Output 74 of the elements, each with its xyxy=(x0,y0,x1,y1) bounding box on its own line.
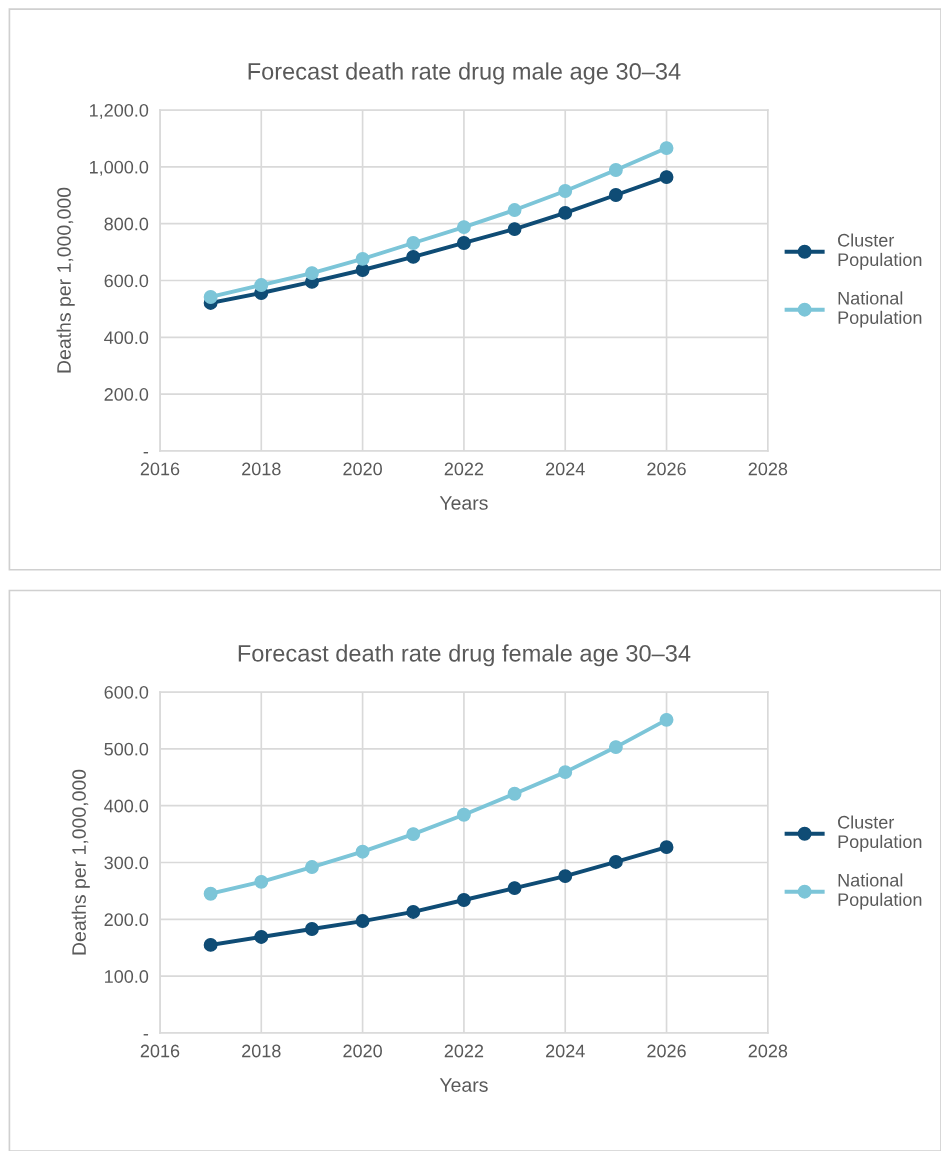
point xyxy=(558,184,573,198)
y-tick-label: 600.0 xyxy=(104,274,149,288)
point xyxy=(203,937,218,952)
point xyxy=(608,163,623,177)
x-axis-title: Years xyxy=(439,496,488,510)
x-tick-label: 2024 xyxy=(546,1044,585,1058)
y-tick-label: 200.0 xyxy=(104,388,149,401)
point xyxy=(456,807,471,822)
y-tick-label: - xyxy=(143,1034,149,1036)
y-tick-label: 400.0 xyxy=(104,331,149,345)
point xyxy=(355,844,370,859)
x-tick-label: 2026 xyxy=(647,462,686,476)
point xyxy=(304,266,319,281)
y-tick-label: 1,000.0 xyxy=(90,160,149,176)
point xyxy=(254,874,269,889)
y-tick-label: 200.0 xyxy=(104,913,149,927)
point xyxy=(456,220,471,235)
point xyxy=(456,893,471,907)
point xyxy=(254,930,269,944)
point xyxy=(608,740,623,755)
point xyxy=(558,205,573,220)
x-tick-label: 2020 xyxy=(343,462,382,476)
point xyxy=(659,712,674,727)
x-tick-label: 2024 xyxy=(546,462,585,476)
point xyxy=(507,786,522,801)
y-tick-label: 800.0 xyxy=(104,217,149,231)
x-tick-label: 2028 xyxy=(748,462,788,476)
point xyxy=(406,236,421,250)
y-tick-label: 300.0 xyxy=(104,856,149,870)
point xyxy=(355,251,370,266)
point xyxy=(507,222,522,237)
point xyxy=(659,840,674,855)
point xyxy=(406,905,421,919)
point xyxy=(456,236,471,250)
y-tick-label: 600.0 xyxy=(104,685,149,699)
legend-label: National Population xyxy=(838,291,922,328)
point xyxy=(507,881,522,896)
y-tick-label: - xyxy=(143,452,149,454)
x-tick-label: 2016 xyxy=(140,1044,180,1058)
y-axis-title: Deaths per 1,000,000 xyxy=(56,187,75,373)
point xyxy=(659,141,674,156)
legend-label: Cluster Population xyxy=(838,815,922,852)
point xyxy=(507,203,522,217)
legend-label: National Population xyxy=(838,873,922,910)
point xyxy=(608,188,623,202)
point xyxy=(659,170,674,185)
point xyxy=(558,869,573,884)
y-axis-title: Deaths per 1,000,000 xyxy=(71,769,90,955)
point xyxy=(406,249,421,264)
point xyxy=(254,278,269,292)
x-tick-label: 2018 xyxy=(242,462,281,476)
y-tick-label: 100.0 xyxy=(105,970,149,983)
point xyxy=(558,765,573,780)
point xyxy=(406,827,421,842)
y-tick-label: 1,200.0 xyxy=(90,103,149,119)
chart-title: Forecast death rate drug female age 30–34 xyxy=(238,644,691,667)
legend-label: Cluster Population xyxy=(838,233,922,270)
point xyxy=(203,290,218,304)
x-tick-label: 2018 xyxy=(242,1044,281,1058)
point xyxy=(355,914,370,928)
x-tick-label: 2016 xyxy=(140,462,180,476)
x-tick-label: 2022 xyxy=(444,1044,484,1058)
y-tick-label: 400.0 xyxy=(104,799,149,813)
x-tick-label: 2028 xyxy=(748,1044,788,1058)
x-tick-label: 2020 xyxy=(343,1044,382,1058)
point xyxy=(304,860,319,874)
x-tick-label: 2022 xyxy=(444,462,484,476)
point xyxy=(608,854,623,869)
point xyxy=(304,922,319,936)
y-tick-label: 500.0 xyxy=(104,742,149,756)
x-tick-label: 2026 xyxy=(647,1044,686,1058)
chart-title: Forecast death rate drug male age 30–34 xyxy=(248,62,681,85)
point xyxy=(203,886,218,901)
x-axis-title: Years xyxy=(439,1078,488,1092)
